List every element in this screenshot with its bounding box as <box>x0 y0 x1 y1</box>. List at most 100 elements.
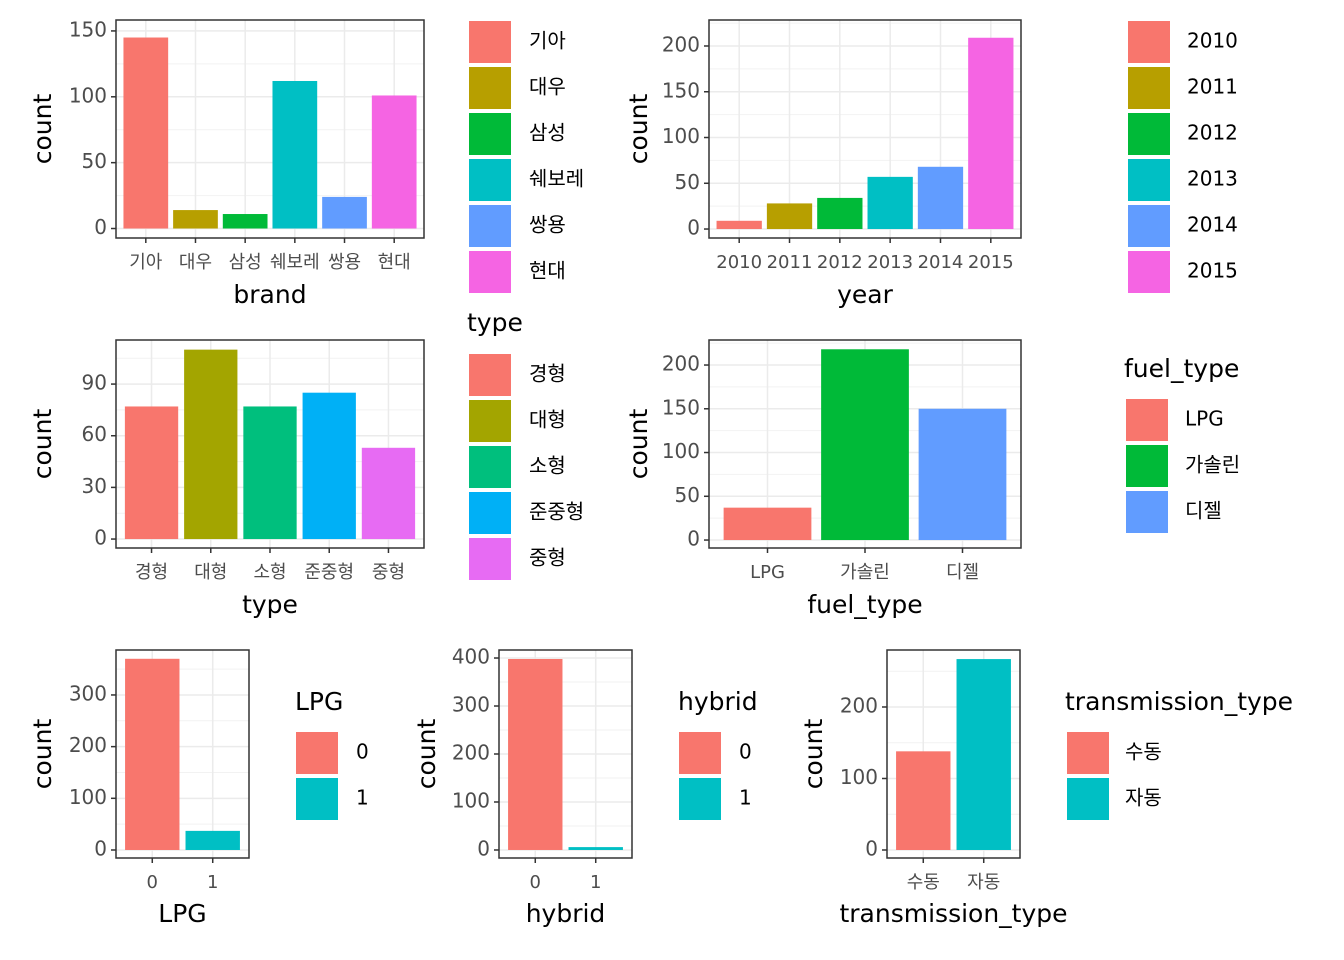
x-axis-title: type <box>242 590 298 619</box>
x-tick-label: 기아 <box>129 252 163 273</box>
bar <box>302 392 356 540</box>
legend-key <box>1126 445 1168 487</box>
bar <box>361 447 416 540</box>
y-axis-title: count <box>624 409 653 480</box>
legend-key <box>679 778 721 820</box>
legend-key <box>1128 113 1170 155</box>
y-tick-label: 0 <box>865 836 878 860</box>
legend-key <box>469 354 511 396</box>
y-tick-label: 100 <box>662 124 700 148</box>
bar <box>371 95 417 229</box>
legend-label: LPG <box>1185 407 1224 431</box>
x-tick-label: 0 <box>530 872 541 893</box>
legend-key <box>1128 67 1170 109</box>
legend-label: 쌍용 <box>529 213 566 237</box>
y-axis-title: count <box>28 409 57 480</box>
legend-title: fuel_type <box>1124 354 1239 383</box>
x-tick-label: 경형 <box>135 562 168 583</box>
legend-title: transmission_type <box>1065 687 1293 716</box>
y-tick-label: 0 <box>687 216 700 240</box>
legend-key <box>1128 205 1170 247</box>
legend-key <box>1067 732 1109 774</box>
y-axis-title: count <box>412 719 441 790</box>
y-tick-label: 300 <box>452 693 490 717</box>
legend-key <box>469 67 511 109</box>
x-tick-label: 1 <box>207 872 218 893</box>
x-tick-label: 대형 <box>194 562 227 583</box>
x-tick-label: 1 <box>590 872 601 893</box>
bar <box>173 210 218 229</box>
legend-label: 현대 <box>529 259 566 283</box>
bar <box>243 406 297 540</box>
bar <box>125 658 180 850</box>
legend-label: 소형 <box>529 454 566 478</box>
legend-label: 2010 <box>1187 29 1238 53</box>
y-tick-label: 150 <box>69 17 107 41</box>
y-tick-label: 400 <box>452 645 490 669</box>
y-tick-label: 100 <box>840 765 878 789</box>
legend-label: 1 <box>356 786 369 810</box>
legend-label: 쉐보레 <box>529 167 584 191</box>
panel-border <box>115 649 250 859</box>
y-tick-label: 200 <box>662 352 700 376</box>
y-tick-label: 50 <box>675 170 700 194</box>
legend-key <box>1128 21 1170 63</box>
legend-label: 2013 <box>1187 167 1238 191</box>
legend-key <box>1128 159 1170 201</box>
legend-label: 경형 <box>529 362 566 386</box>
y-tick-label: 200 <box>662 32 700 56</box>
y-tick-label: 100 <box>662 439 700 463</box>
x-tick-label: 2014 <box>918 252 964 273</box>
x-axis-title: LPG <box>158 899 206 928</box>
bar <box>917 166 964 230</box>
y-tick-label: 200 <box>840 693 878 717</box>
bar <box>918 408 1007 541</box>
y-tick-label: 0 <box>94 526 107 550</box>
legend-label: 0 <box>739 740 752 764</box>
y-tick-label: 0 <box>477 836 490 860</box>
y-tick-label: 300 <box>69 681 107 705</box>
bar <box>322 196 367 229</box>
panel-border <box>708 19 1022 239</box>
y-axis-title: count <box>28 719 57 790</box>
legend-label: 가솔린 <box>1185 453 1240 477</box>
bar <box>817 197 863 230</box>
bar <box>896 751 951 850</box>
x-tick-label: 2011 <box>767 252 813 273</box>
y-tick-label: 150 <box>662 395 700 419</box>
x-axis-title: fuel_type <box>807 590 922 619</box>
legend-key <box>296 732 338 774</box>
legend-label: 대우 <box>529 75 566 99</box>
legend-key <box>469 251 511 293</box>
legend-key <box>469 538 511 580</box>
x-tick-label: 삼성 <box>229 252 262 273</box>
y-tick-label: 200 <box>69 733 107 757</box>
legend-label: 대형 <box>529 408 566 432</box>
legend-label: 삼성 <box>529 121 566 145</box>
bar <box>716 220 762 230</box>
legend-key <box>469 400 511 442</box>
x-tick-label: 2012 <box>817 252 863 273</box>
legend-label: 2011 <box>1187 75 1238 99</box>
bar <box>123 37 169 229</box>
legend-key <box>1126 491 1168 533</box>
x-tick-label: 준중형 <box>304 562 354 583</box>
bar <box>124 406 179 540</box>
x-tick-label: 2010 <box>716 252 762 273</box>
bar <box>867 176 913 230</box>
legend-label: 중형 <box>529 546 566 570</box>
y-tick-label: 0 <box>687 527 700 551</box>
y-tick-label: 50 <box>82 149 107 173</box>
panel-border <box>886 649 1021 859</box>
x-tick-label: 현대 <box>378 252 411 273</box>
y-tick-label: 100 <box>452 788 490 812</box>
x-axis-title: year <box>837 280 893 309</box>
bar <box>508 658 563 850</box>
legend-label: 1 <box>739 786 752 810</box>
x-tick-label: 0 <box>147 872 158 893</box>
legend-key <box>469 113 511 155</box>
x-tick-label: 2013 <box>867 252 913 273</box>
y-tick-label: 200 <box>452 741 490 765</box>
bar <box>956 659 1011 850</box>
